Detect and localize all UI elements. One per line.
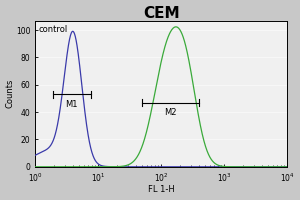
Y-axis label: Counts: Counts: [6, 79, 15, 108]
Title: CEM: CEM: [143, 6, 179, 21]
Text: M2: M2: [164, 108, 177, 117]
Text: M1: M1: [66, 100, 78, 109]
Text: control: control: [38, 25, 68, 34]
X-axis label: FL 1-H: FL 1-H: [148, 185, 175, 194]
